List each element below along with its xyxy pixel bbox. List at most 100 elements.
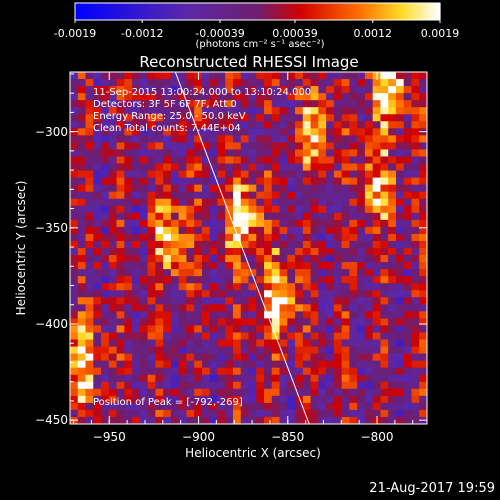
- heatmap-cell: [388, 402, 397, 411]
- heatmap-cell: [295, 212, 304, 221]
- heatmap-cell: [419, 255, 428, 263]
- heatmap-cell: [139, 191, 149, 200]
- heatmap-cell: [248, 107, 257, 115]
- heatmap-cell: [232, 205, 242, 214]
- heatmap-cell: [178, 100, 187, 108]
- heatmap-cell: [349, 191, 358, 200]
- heatmap-cell: [326, 255, 335, 263]
- heatmap-cell: [85, 325, 94, 333]
- heatmap-cell: [93, 402, 102, 411]
- heatmap-cell: [264, 219, 273, 228]
- heatmap-cell: [209, 212, 218, 221]
- heatmap-cell: [395, 79, 405, 87]
- heatmap-cell: [341, 269, 350, 277]
- heatmap-cell: [295, 114, 304, 122]
- heatmap-cell: [419, 184, 428, 193]
- heatmap-cell: [419, 240, 428, 249]
- heatmap-cell: [217, 114, 226, 122]
- heatmap-cell: [201, 346, 211, 355]
- heatmap-cell: [108, 86, 118, 94]
- heatmap-cell: [302, 269, 312, 277]
- heatmap-cell: [302, 339, 312, 348]
- heatmap-cell: [124, 226, 133, 235]
- heatmap-cell: [85, 226, 94, 235]
- heatmap-cell: [287, 240, 296, 249]
- colorbar-segment: [257, 3, 262, 20]
- heatmap-cell: [357, 388, 366, 397]
- heatmap-cell: [209, 416, 218, 425]
- heatmap-cell: [411, 360, 420, 369]
- heatmap-cell: [132, 367, 141, 376]
- heatmap-cell: [395, 269, 405, 277]
- heatmap-cell: [101, 198, 110, 207]
- heatmap-cell: [163, 128, 172, 136]
- heatmap-cell: [170, 135, 180, 143]
- heatmap-cell: [209, 367, 218, 376]
- heatmap-cell: [287, 177, 296, 186]
- heatmap-cell: [108, 107, 118, 115]
- heatmap-cell: [101, 149, 110, 157]
- heatmap-cell: [302, 184, 312, 193]
- heatmap-cell: [287, 212, 296, 221]
- heatmap-cell: [132, 262, 141, 270]
- heatmap-cell: [310, 297, 319, 305]
- heatmap-cell: [170, 297, 180, 305]
- heatmap-cell: [132, 269, 141, 277]
- heatmap-cell: [155, 304, 164, 312]
- heatmap-cell: [232, 381, 242, 390]
- heatmap-cell: [163, 290, 172, 298]
- heatmap-cell: [388, 128, 397, 136]
- heatmap-cell: [240, 177, 249, 186]
- heatmap-cell: [209, 93, 218, 101]
- heatmap-cell: [194, 290, 203, 298]
- heatmap-cell: [357, 240, 366, 249]
- heatmap-cell: [302, 79, 312, 87]
- heatmap-cell: [85, 177, 94, 186]
- heatmap-cell: [186, 283, 195, 291]
- heatmap-cell: [419, 156, 428, 165]
- heatmap-cell: [318, 409, 327, 418]
- heatmap-cell: [155, 416, 164, 425]
- heatmap-cell: [178, 93, 187, 101]
- heatmap-cell: [93, 388, 102, 397]
- heatmap-cell: [364, 107, 374, 115]
- heatmap-cell: [279, 248, 288, 256]
- heatmap-cell: [302, 381, 312, 390]
- heatmap-cell: [217, 332, 226, 341]
- heatmap-cell: [295, 226, 304, 235]
- colorbar-segment: [187, 3, 192, 20]
- heatmap-cell: [85, 269, 94, 277]
- heatmap-cell: [256, 409, 265, 418]
- heatmap-cell: [403, 318, 412, 326]
- heatmap-cell: [287, 416, 296, 425]
- heatmap-cell: [70, 142, 79, 150]
- heatmap-cell: [302, 135, 312, 143]
- heatmap-cell: [225, 142, 234, 150]
- heatmap-cell: [279, 360, 288, 369]
- heatmap-cell: [186, 142, 195, 150]
- heatmap-cell: [217, 100, 226, 108]
- heatmap-cell: [333, 360, 343, 369]
- heatmap-cell: [217, 149, 226, 157]
- heatmap-cell: [388, 311, 397, 319]
- heatmap-cell: [186, 184, 195, 193]
- colorbar-segment: [151, 3, 155, 20]
- heatmap-cell: [388, 212, 397, 221]
- heatmap-cell: [147, 332, 156, 341]
- heatmap-cell: [186, 269, 195, 277]
- heatmap-cell: [395, 93, 405, 101]
- heatmap-cell: [419, 114, 428, 122]
- heatmap-cell: [116, 240, 125, 249]
- heatmap-cell: [77, 339, 87, 348]
- colorbar-segment: [357, 3, 362, 20]
- heatmap-cell: [155, 283, 164, 291]
- heatmap-cell: [395, 156, 405, 165]
- heatmap-cell: [271, 156, 281, 165]
- heatmap-cell: [256, 353, 265, 362]
- heatmap-cell: [357, 248, 366, 256]
- heatmap-cell: [70, 304, 79, 312]
- x-tick-label: −900: [182, 430, 215, 444]
- heatmap-cell: [194, 114, 203, 122]
- heatmap-cell: [279, 240, 288, 249]
- heatmap-cell: [240, 353, 249, 362]
